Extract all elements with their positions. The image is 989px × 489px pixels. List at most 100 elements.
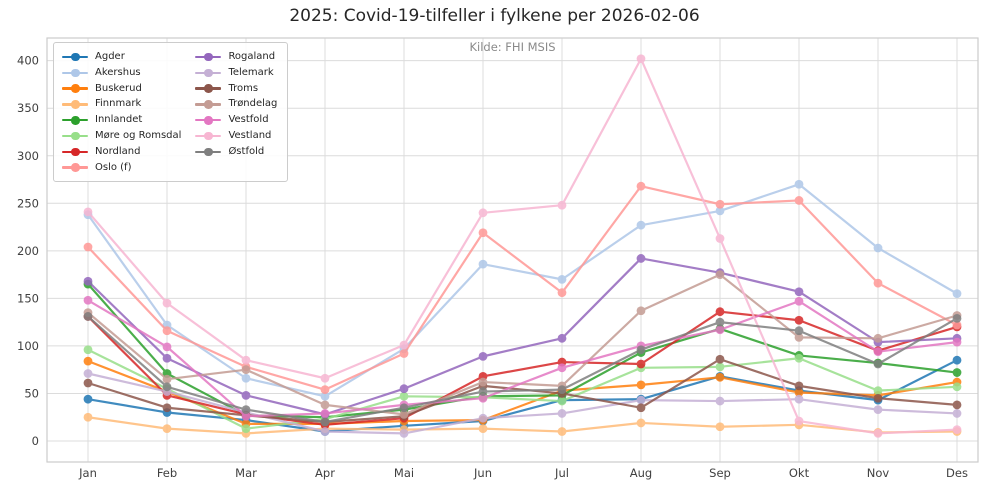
data-point-vestfold-okt: [794, 296, 804, 306]
legend-marker-icon: [62, 131, 88, 141]
legend-marker-icon: [62, 83, 88, 93]
data-point-oslo-f-apr: [320, 385, 330, 395]
data-point-vestland-jan: [83, 207, 93, 217]
data-point-vestland-jul: [557, 200, 567, 210]
svg-text:Aug: Aug: [630, 466, 652, 480]
data-point-agder-des: [952, 355, 962, 365]
legend-label: Vestfold: [228, 114, 269, 126]
data-point-telemark-sep: [715, 396, 725, 406]
data-point-trondelag-apr: [320, 400, 330, 410]
data-point-ostfold-jun: [478, 387, 488, 396]
data-point-vestfold-des: [952, 337, 962, 347]
data-point-akershus-nov: [873, 243, 883, 253]
svg-text:Feb: Feb: [157, 466, 177, 480]
data-point-buskerud-sep: [715, 372, 725, 382]
data-point-troms-okt: [794, 381, 804, 391]
data-point-telemark-nov: [873, 405, 883, 415]
data-point-more-og-romsdal-mar: [241, 424, 251, 434]
data-point-trondelag-mar: [241, 365, 251, 375]
data-point-ostfold-mar: [241, 405, 251, 415]
series-line-akershus: [83, 179, 962, 401]
data-point-finnmark-jan: [83, 412, 93, 422]
data-point-finnmark-jun: [478, 424, 488, 434]
legend-label: Nordland: [95, 145, 141, 157]
svg-text:Jul: Jul: [554, 466, 569, 480]
data-point-ostfold-mai: [399, 403, 409, 413]
svg-text:Okt: Okt: [789, 466, 810, 480]
data-point-telemark-jan: [83, 369, 93, 378]
data-point-ostfold-apr: [320, 417, 330, 427]
data-point-buskerud-jan: [83, 356, 93, 366]
data-point-ostfold-sep: [715, 317, 725, 327]
data-point-vestland-okt: [794, 416, 804, 426]
svg-text:Jan: Jan: [78, 466, 97, 480]
data-point-akershus-apr: [320, 391, 330, 401]
data-point-telemark-des: [952, 409, 962, 418]
svg-text:350: 350: [17, 101, 39, 115]
chart-subtitle: Kilde: FHI MSIS: [469, 40, 556, 54]
data-point-vestfold-nov: [873, 347, 883, 357]
legend-label: Vestland: [228, 129, 272, 141]
svg-text:0: 0: [32, 434, 39, 448]
legend-marker-icon: [195, 147, 222, 157]
series-line-ostfold: [83, 312, 962, 427]
data-point-buskerud-aug: [636, 380, 646, 390]
legend-marker-icon: [62, 162, 88, 172]
legend-label: Buskerud: [95, 82, 142, 94]
data-point-trondelag-jun: [478, 377, 488, 387]
data-point-vestfold-jan: [83, 295, 93, 305]
data-point-rogaland-feb: [162, 353, 172, 363]
series-line-vestland: [83, 54, 962, 438]
legend-label: Akershus: [95, 66, 141, 78]
legend-marker-icon: [62, 115, 88, 125]
data-point-more-og-romsdal-sep: [715, 362, 725, 372]
data-point-vestfold-jun: [478, 393, 488, 403]
data-point-telemark-okt: [794, 394, 804, 404]
data-point-more-og-romsdal-des: [952, 382, 962, 392]
axes-frame: [46, 37, 979, 463]
legend-marker-icon: [195, 83, 222, 93]
legend-item-oslo-f: Oslo (f): [62, 160, 181, 176]
data-point-oslo-f-okt: [794, 196, 804, 205]
legend-label: Trøndelag: [228, 98, 278, 110]
data-point-vestfold-mar: [241, 411, 251, 421]
data-point-rogaland-aug: [636, 254, 646, 263]
data-point-vestland-feb: [162, 298, 172, 308]
data-point-telemark-aug: [636, 395, 646, 405]
data-point-oslo-f-sep: [715, 199, 725, 209]
data-point-rogaland-mar: [241, 390, 251, 400]
data-point-troms-jan: [83, 378, 93, 388]
legend-marker-icon: [195, 99, 222, 109]
data-point-more-og-romsdal-jan: [83, 345, 93, 355]
data-point-akershus-mar: [241, 373, 251, 383]
legend-item-rogaland: Rogaland: [195, 49, 277, 65]
data-point-oslo-f-jun: [478, 228, 488, 238]
data-point-more-og-romsdal-jul: [557, 396, 567, 406]
legend-item-ostfold: Østfold: [195, 144, 277, 160]
data-point-oslo-f-des: [952, 320, 962, 330]
data-point-rogaland-jul: [557, 333, 567, 343]
data-point-more-og-romsdal-okt: [794, 353, 804, 363]
chart-title: 2025: Covid-19-tilfeller i fylkene per 2…: [289, 6, 700, 26]
legend-label: Agder: [95, 51, 125, 62]
legend-item-finnmark: Finnmark: [62, 96, 181, 112]
data-point-oslo-f-aug: [636, 181, 646, 191]
svg-text:Sep: Sep: [709, 466, 731, 480]
legend-marker-icon: [195, 115, 222, 125]
data-point-vestland-des: [952, 425, 962, 434]
data-point-vestfold-jul: [557, 363, 567, 373]
data-point-rogaland-mai: [399, 384, 409, 394]
data-point-rogaland-jun: [478, 351, 488, 361]
data-point-akershus-jun: [478, 259, 488, 269]
legend-item-agder: Agder: [62, 49, 181, 65]
legend-label: Oslo (f): [95, 161, 132, 173]
legend-label: Finnmark: [95, 98, 142, 110]
data-point-ostfold-jul: [557, 385, 567, 395]
data-point-trondelag-nov: [873, 333, 883, 343]
data-point-rogaland-jan: [83, 276, 93, 286]
data-point-nordland-aug: [636, 359, 646, 369]
legend-item-troms: Troms: [195, 81, 277, 97]
data-point-more-og-romsdal-nov: [873, 386, 883, 396]
